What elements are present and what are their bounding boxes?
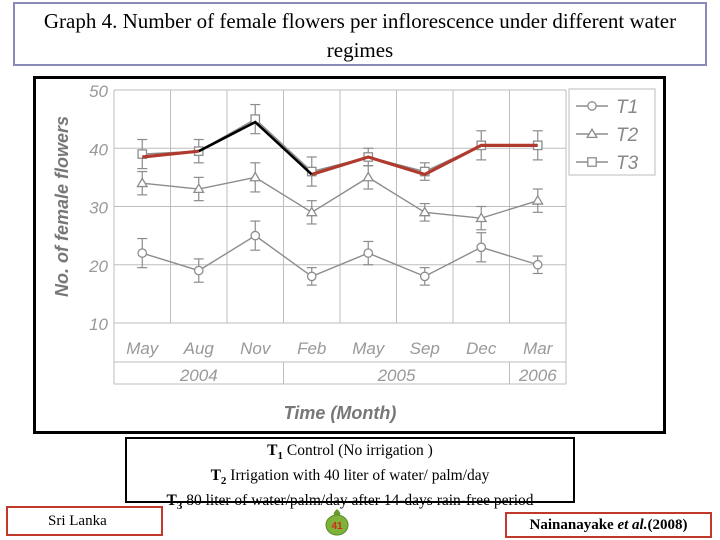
data-point-circle: [137, 248, 148, 258]
highlight-line-black: [198, 120, 313, 176]
citation-year: (2008): [647, 517, 688, 533]
y-tick-label: 40: [89, 140, 108, 159]
treatment-sub: 2: [220, 475, 227, 488]
citation-author: Nainanayake: [529, 517, 618, 533]
highlight-line-red: [142, 149, 199, 159]
data-point-triangle: [192, 182, 205, 194]
page-number-badge: 41: [325, 509, 349, 536]
y-axis-title: No. of female flowers: [52, 116, 72, 297]
treatment-code: T: [166, 492, 177, 510]
citation-etal: et al.: [617, 517, 648, 533]
data-point-triangle: [362, 171, 375, 182]
data-point-square: [137, 149, 148, 159]
highlight-line-red: [311, 143, 538, 177]
x-tick-label: Sep: [410, 339, 440, 358]
data-point-triangle: [305, 206, 318, 217]
year-label: 2005: [377, 366, 416, 385]
legend-label: T1: [616, 97, 638, 118]
year-label: 2006: [518, 366, 557, 385]
x-tick-label: Mar: [523, 339, 554, 358]
series-line-t2: [142, 176, 538, 219]
treatment-legend: T1 Control (No irrigation ) T2 Irrigatio…: [125, 437, 575, 512]
chart-frame: 10 20 30 40 50 May Aug Nov Feb May Sep Dec Mar 2004 20…: [33, 76, 666, 434]
x-tick-label: Nov: [240, 339, 272, 358]
badge-leaf: [333, 509, 341, 515]
y-tick-label: 20: [88, 257, 108, 276]
y-tick-label: 30: [89, 199, 108, 218]
data-point-triangle: [475, 212, 488, 223]
year-label: 2004: [179, 366, 218, 385]
treatment-text: Irrigation with 40 liter of water/ palm/…: [226, 467, 490, 485]
slide-title-text: Graph 4. Number of female flowers per in…: [43, 9, 677, 62]
x-tick-label: May: [352, 339, 386, 358]
data-point-circle: [532, 259, 543, 270]
x-tick-label: Feb: [297, 339, 326, 358]
data-point-circle: [419, 271, 430, 282]
data-point-triangle: [586, 127, 598, 139]
treatment-sub: 3: [176, 500, 183, 513]
legend-box: [568, 88, 656, 176]
data-point-triangle: [136, 177, 149, 188]
data-point-circle: [363, 248, 374, 258]
data-point-circle: [250, 230, 261, 241]
slide-title: Graph 4. Number of female flowers per in…: [13, 2, 707, 66]
treatment-code: T: [267, 442, 278, 459]
treatment-note-t1: T1 Control (No irrigation ): [127, 441, 573, 466]
y-tick-label: 50: [89, 82, 108, 101]
legend-label: T2: [616, 125, 639, 146]
data-point-circle: [193, 265, 204, 276]
x-tick-label: Dec: [466, 339, 497, 358]
data-point-triangle: [418, 206, 431, 217]
footer-location-text: Sri Lanka: [48, 513, 107, 529]
footer-location: Sri Lanka: [6, 506, 163, 536]
treatment-note-t2: T2 Irrigation with 40 liter of water/ pa…: [127, 466, 573, 491]
treatment-text: 80 liter of water/palm/day after 14-days…: [182, 492, 534, 510]
data-point-circle: [476, 242, 487, 253]
treatment-code: T: [210, 467, 221, 485]
female-flowers-chart: 10 20 30 40 50 May Aug Nov Feb May Sep Dec Mar 2004 20…: [52, 82, 656, 423]
y-tick-label: 10: [89, 315, 108, 334]
badge-body: [325, 514, 349, 536]
x-tick-label: Aug: [183, 339, 215, 358]
treatment-sub: 1: [277, 450, 284, 463]
data-point-circle: [587, 101, 597, 111]
data-point-circle: [306, 271, 317, 282]
treatment-text: Control (No irrigation ): [283, 442, 433, 459]
page-number: 41: [331, 521, 343, 532]
data-point-square: [587, 157, 597, 167]
series-line-t1: [142, 234, 538, 278]
footer-citation: Nainanayake et al.(2008): [505, 512, 712, 538]
treatment-note-t3: T3 80 liter of water/palm/day after 14-d…: [127, 491, 573, 516]
x-tick-label: May: [126, 339, 160, 358]
legend-label: T3: [616, 153, 639, 174]
data-point-triangle: [249, 171, 262, 182]
data-point-triangle: [531, 194, 544, 205]
x-axis-title: Time (Month): [284, 403, 397, 423]
